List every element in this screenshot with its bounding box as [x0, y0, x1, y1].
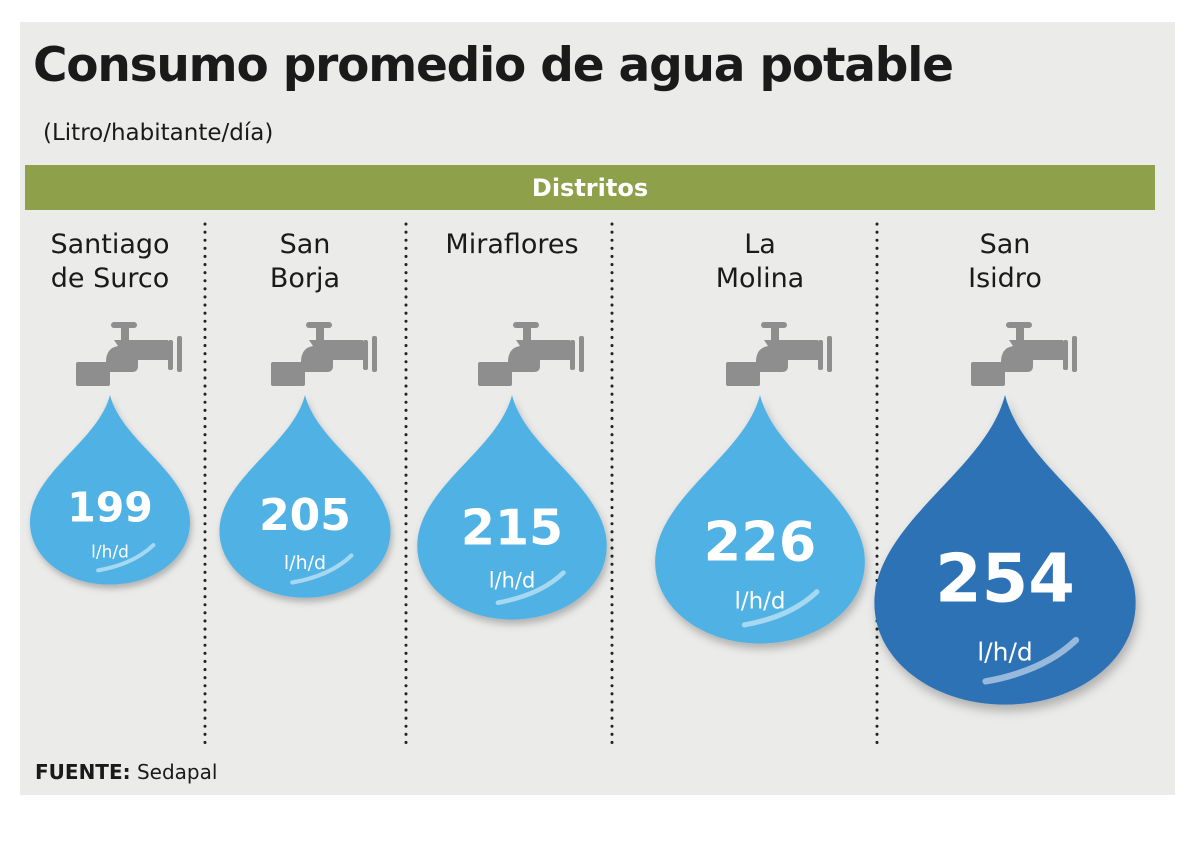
- district-label-line: Santiago: [50, 229, 169, 260]
- value-label: 215: [461, 500, 563, 557]
- district-label: Miraflores: [445, 229, 578, 260]
- water-drop-shape: [417, 395, 607, 620]
- district-label-line: La: [744, 229, 776, 260]
- district-column: Santiago de Surco 199 l/h/d: [29, 229, 191, 585]
- water-drop-icon: [29, 395, 191, 585]
- district-label: San Isidro: [968, 229, 1042, 294]
- chart-title: Consumo promedio de agua potable: [33, 38, 954, 93]
- value-label: 226: [704, 511, 817, 574]
- water-drop-icon: [417, 395, 607, 620]
- faucet-icon: [726, 322, 832, 386]
- source-value: Sedapal: [136, 760, 218, 784]
- unit-label: l/h/d: [977, 638, 1033, 667]
- unit-label: l/h/d: [734, 588, 785, 614]
- water-drop-shape: [874, 395, 1136, 705]
- district-column: San Isidro 254 l/h/d: [874, 229, 1136, 705]
- value-label: 254: [935, 539, 1075, 617]
- faucet-icon: [271, 322, 377, 386]
- district-label-line: Borja: [270, 263, 340, 294]
- separators: [203, 222, 879, 745]
- district-label-line: Molina: [716, 263, 804, 294]
- district-column: Miraflores 215 l/h/d: [417, 229, 607, 620]
- source-note: FUENTE: Sedapal: [35, 760, 217, 784]
- districts-band-label: Distritos: [531, 173, 649, 202]
- unit-label: l/h/d: [284, 552, 326, 574]
- faucet-icon: [76, 322, 182, 386]
- district-label-line: San: [280, 229, 331, 260]
- drop-highlight: [96, 543, 156, 573]
- faucet-icon: [478, 322, 584, 386]
- district-column: San Borja 205 l/h/d: [219, 229, 391, 598]
- district-label: San Borja: [270, 229, 340, 294]
- unit-label: l/h/d: [489, 569, 536, 593]
- district-label-line: Miraflores: [445, 229, 578, 260]
- water-drop-shape: [29, 395, 191, 585]
- water-drop-icon: [874, 395, 1136, 705]
- drop-highlight: [495, 570, 566, 606]
- value-label: 205: [259, 490, 351, 541]
- drop-highlight: [290, 553, 354, 585]
- district-label: La Molina: [716, 229, 804, 294]
- drop-highlight: [741, 589, 820, 628]
- water-drop-shape: [219, 395, 391, 598]
- district-label-line: de Surco: [51, 263, 169, 294]
- chart-subtitle: (Litro/habitante/día): [43, 120, 274, 146]
- water-drop-shape: [655, 395, 865, 644]
- value-label: 199: [67, 483, 153, 531]
- unit-label: l/h/d: [91, 543, 129, 563]
- drop-highlight: [982, 636, 1080, 685]
- faucet-icon: [971, 322, 1077, 386]
- district-label-line: San: [980, 229, 1031, 260]
- water-drop-icon: [219, 395, 391, 598]
- district-label-line: Isidro: [968, 263, 1042, 294]
- district-label: Santiago de Surco: [50, 229, 169, 294]
- districts-band: Distritos: [25, 165, 1155, 210]
- district-column: La Molina 226 l/h/d: [655, 229, 865, 644]
- source-label: FUENTE:: [35, 760, 131, 784]
- water-drop-icon: [655, 395, 865, 644]
